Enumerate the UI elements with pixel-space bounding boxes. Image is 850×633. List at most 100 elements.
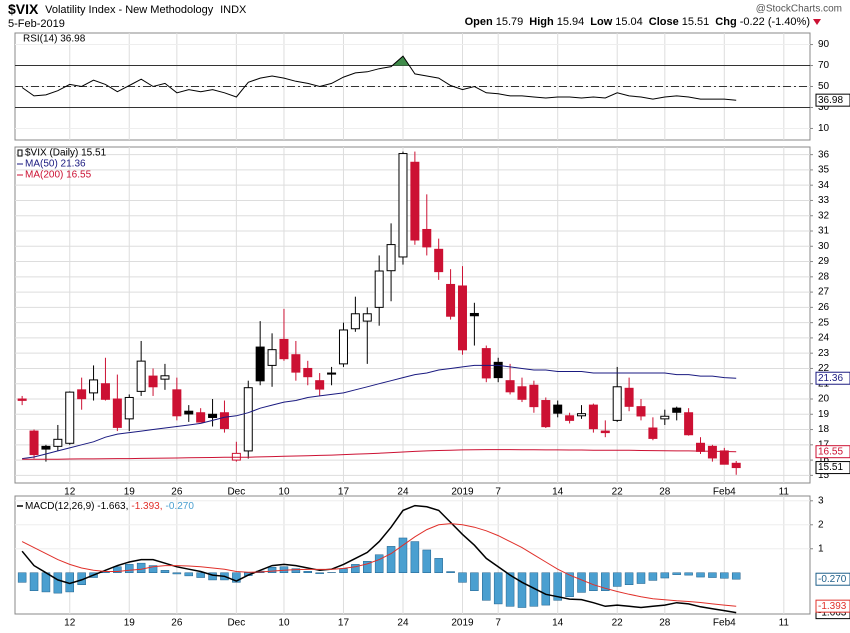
histogram-bar — [553, 572, 562, 601]
x-tick-label: 28 — [659, 618, 671, 629]
candle-body — [29, 430, 39, 456]
legend: MACD(12,26,9) -1.663, -1.393, -0.270 — [25, 501, 194, 512]
exchange: INDX — [220, 4, 247, 16]
x-tick-label: 10 — [278, 618, 290, 629]
histogram-bar — [386, 546, 396, 573]
histogram-bar — [232, 572, 241, 583]
value-tag-box — [815, 445, 850, 459]
macd-line — [21, 504, 737, 614]
x-tick-label: 22 — [612, 487, 624, 498]
quote-label: Low — [590, 16, 612, 28]
y-tick-label: 33 — [818, 195, 830, 206]
candle-body — [267, 349, 277, 366]
candle-body — [231, 452, 241, 461]
candle-body — [208, 413, 218, 418]
candle-body — [636, 406, 646, 417]
symbol: $VIX — [8, 1, 39, 17]
y-tick-label: 10 — [818, 123, 830, 134]
candle-body — [255, 346, 265, 382]
histogram-bar — [482, 572, 491, 601]
x-tick-label: 26 — [171, 618, 183, 629]
histogram-bar — [601, 572, 610, 591]
candle-body — [517, 386, 527, 400]
y-tick-label: 36 — [818, 149, 830, 160]
x-tick-label: 7 — [495, 487, 501, 498]
value-tag: 15.51 — [818, 462, 843, 473]
y-tick-label: 16 — [818, 455, 830, 466]
value-tag-box — [815, 371, 850, 385]
candle-body — [243, 387, 253, 452]
quote-value: 15.04 — [615, 16, 643, 28]
histogram-bar — [267, 566, 277, 573]
legend-candle-icon — [17, 149, 23, 157]
histogram-bar — [672, 572, 681, 575]
x-tick-label: 22 — [612, 618, 624, 629]
x-tick-label: 17 — [338, 618, 350, 629]
candle-body — [112, 398, 122, 428]
candle-body — [505, 380, 515, 393]
histogram-bar — [160, 570, 170, 573]
x-tick-label: 12 — [64, 487, 76, 498]
x-tick-label: 19 — [124, 487, 136, 498]
histogram-bar — [648, 572, 658, 581]
x-tick-label: Feb4 — [713, 487, 736, 498]
histogram-bar — [684, 572, 693, 576]
histogram-bar — [470, 572, 479, 591]
y-tick-label: 19 — [818, 409, 830, 420]
x-tick-label: 11 — [779, 618, 790, 629]
quote-label: High — [529, 16, 554, 28]
y-tick-label: 2 — [818, 519, 824, 530]
y-tick-label: 34 — [818, 180, 830, 191]
x-tick-label: 24 — [397, 487, 409, 498]
quote-label: Open — [465, 16, 493, 28]
quote: Open 15.79 High 15.94 Low 15.04 Close 15.51 Chg -… — [465, 16, 810, 28]
legend-label: $VIX (Daily) 15.51 — [25, 148, 107, 159]
histogram-bar — [113, 566, 122, 573]
quote-label: Close — [649, 16, 679, 28]
x-tick-label: 7 — [495, 618, 501, 629]
candle-body — [707, 445, 717, 459]
candle-body — [565, 415, 575, 421]
legend-label: MACD(12,26,9) -1.663, — [25, 501, 128, 512]
moving-average — [22, 364, 737, 460]
value-tag: 36.98 — [818, 95, 843, 106]
legend-label: MA(50) 21.36 — [25, 159, 86, 170]
candle-body — [588, 404, 598, 430]
histogram-bar — [612, 572, 622, 587]
y-tick-label: 26 — [818, 302, 830, 313]
y-tick-label: 35 — [818, 165, 830, 176]
histogram-bar — [303, 571, 313, 573]
candle-body — [17, 398, 27, 401]
x-tick-label: 12 — [64, 618, 76, 629]
histogram-bar — [172, 572, 182, 575]
value-tag: 21.36 — [818, 373, 843, 384]
candle-body — [362, 313, 372, 322]
candle-body — [529, 384, 539, 408]
down-arrow — [813, 19, 821, 25]
x-tick-label: 11 — [779, 487, 790, 498]
histogram-bar — [339, 568, 348, 573]
value-tag: -1.393 — [818, 601, 847, 612]
histogram-bar — [374, 554, 384, 573]
candle-body — [446, 283, 456, 317]
x-tick-label: Dec — [227, 618, 245, 629]
candle-body — [303, 367, 313, 378]
y-tick-label: 25 — [818, 317, 830, 328]
x-tick-label: 26 — [171, 487, 183, 498]
y-tick-label: 30 — [818, 241, 830, 252]
histogram-bar — [208, 572, 217, 581]
candle-body — [398, 153, 408, 258]
candle-body — [612, 386, 622, 421]
histogram-bar — [636, 572, 646, 584]
histogram-bar — [17, 572, 27, 583]
quote-value: 15.94 — [557, 16, 585, 28]
histogram-bar — [517, 572, 527, 608]
candle-body — [124, 396, 134, 420]
candle-body — [481, 348, 491, 379]
x-tick-label: 28 — [659, 487, 671, 498]
candle-body — [315, 380, 325, 390]
candle-body — [576, 413, 586, 417]
candle-body — [374, 270, 384, 308]
y-tick-label: 18 — [818, 424, 830, 435]
y-tick-label: 15 — [818, 470, 830, 481]
